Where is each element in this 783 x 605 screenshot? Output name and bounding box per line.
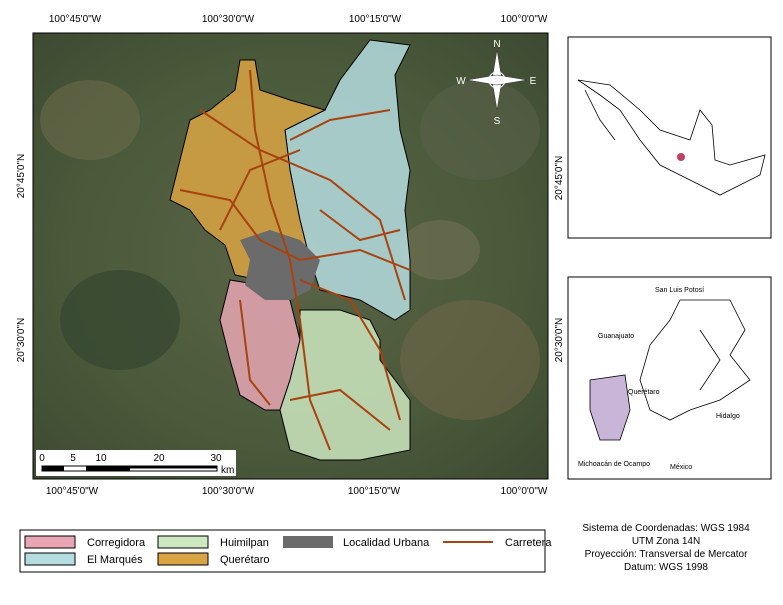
legend-label: Querétaro xyxy=(220,554,270,566)
scale-tick: 10 xyxy=(95,453,107,464)
x-label: 100°15'0"W xyxy=(348,486,401,497)
legend-label: Huimilpan xyxy=(220,537,269,549)
info-line: Sistema de Coordenadas: WGS 1984 xyxy=(582,523,750,534)
x-label: 100°0'0"W xyxy=(501,486,548,497)
x-label: 100°30'0"W xyxy=(202,486,255,497)
y-label: 20°30'0"N xyxy=(554,318,565,363)
legend-label: El Marqués xyxy=(87,554,143,566)
roads xyxy=(179,69,411,451)
scale-unit: km xyxy=(221,465,234,476)
inset-label: Guanajuato xyxy=(598,333,634,340)
legend-label: Corregidora xyxy=(87,537,146,549)
inset-label: Hidalgo xyxy=(716,413,740,420)
inset-queretaro: San Luis Potosí Guanajuato Querétaro Hid… xyxy=(567,276,772,480)
x-label: 100°45'0"W xyxy=(46,486,99,497)
y-label: 20°30'0"N xyxy=(16,318,27,363)
compass: N W E S xyxy=(456,39,536,127)
inset-mexico xyxy=(567,36,772,239)
urban-area xyxy=(240,230,320,300)
scale-tick: 0 xyxy=(39,453,45,464)
scale-tick: 5 xyxy=(70,453,76,464)
legend-label: Localidad Urbana xyxy=(343,537,430,549)
main-map: N W E S 0 5 10 20 30 km xyxy=(32,32,549,480)
compass-w: W xyxy=(456,76,466,87)
inset-label: México xyxy=(670,464,692,471)
compass-e: E xyxy=(530,76,537,87)
legend: Corregidora El Marqués Huimilpan Queréta… xyxy=(19,529,552,573)
inset-label: San Luis Potosí xyxy=(655,287,704,294)
y-label: 20°45'0"N xyxy=(16,154,27,199)
inset-label: Michoacán de Ocampo xyxy=(578,461,650,468)
scale-tick: 20 xyxy=(153,453,165,464)
x-label: 100°30'0"W xyxy=(202,14,255,25)
compass-s: S xyxy=(494,116,501,127)
info-line: Proyección: Transversal de Mercator xyxy=(585,549,749,560)
legend-label: Carretera xyxy=(505,537,552,549)
info-line: Datum: WGS 1998 xyxy=(624,562,708,573)
projection-info: Sistema de Coordenadas: WGS 1984 UTM Zon… xyxy=(582,523,750,573)
x-label: 100°15'0"W xyxy=(349,14,402,25)
x-label: 100°0'0"W xyxy=(501,14,548,25)
coordinate-labels: 100°45'0"W 100°30'0"W 100°15'0"W 100°0'0… xyxy=(16,14,565,497)
scale-bar: 0 5 10 20 30 km xyxy=(36,450,236,476)
info-line: UTM Zona 14N xyxy=(632,536,700,547)
y-label: 20°45'0"N xyxy=(554,156,565,201)
compass-n: N xyxy=(493,39,500,50)
x-label: 100°45'0"W xyxy=(49,14,102,25)
inset-label: Querétaro xyxy=(628,389,660,396)
scale-tick: 30 xyxy=(210,453,222,464)
